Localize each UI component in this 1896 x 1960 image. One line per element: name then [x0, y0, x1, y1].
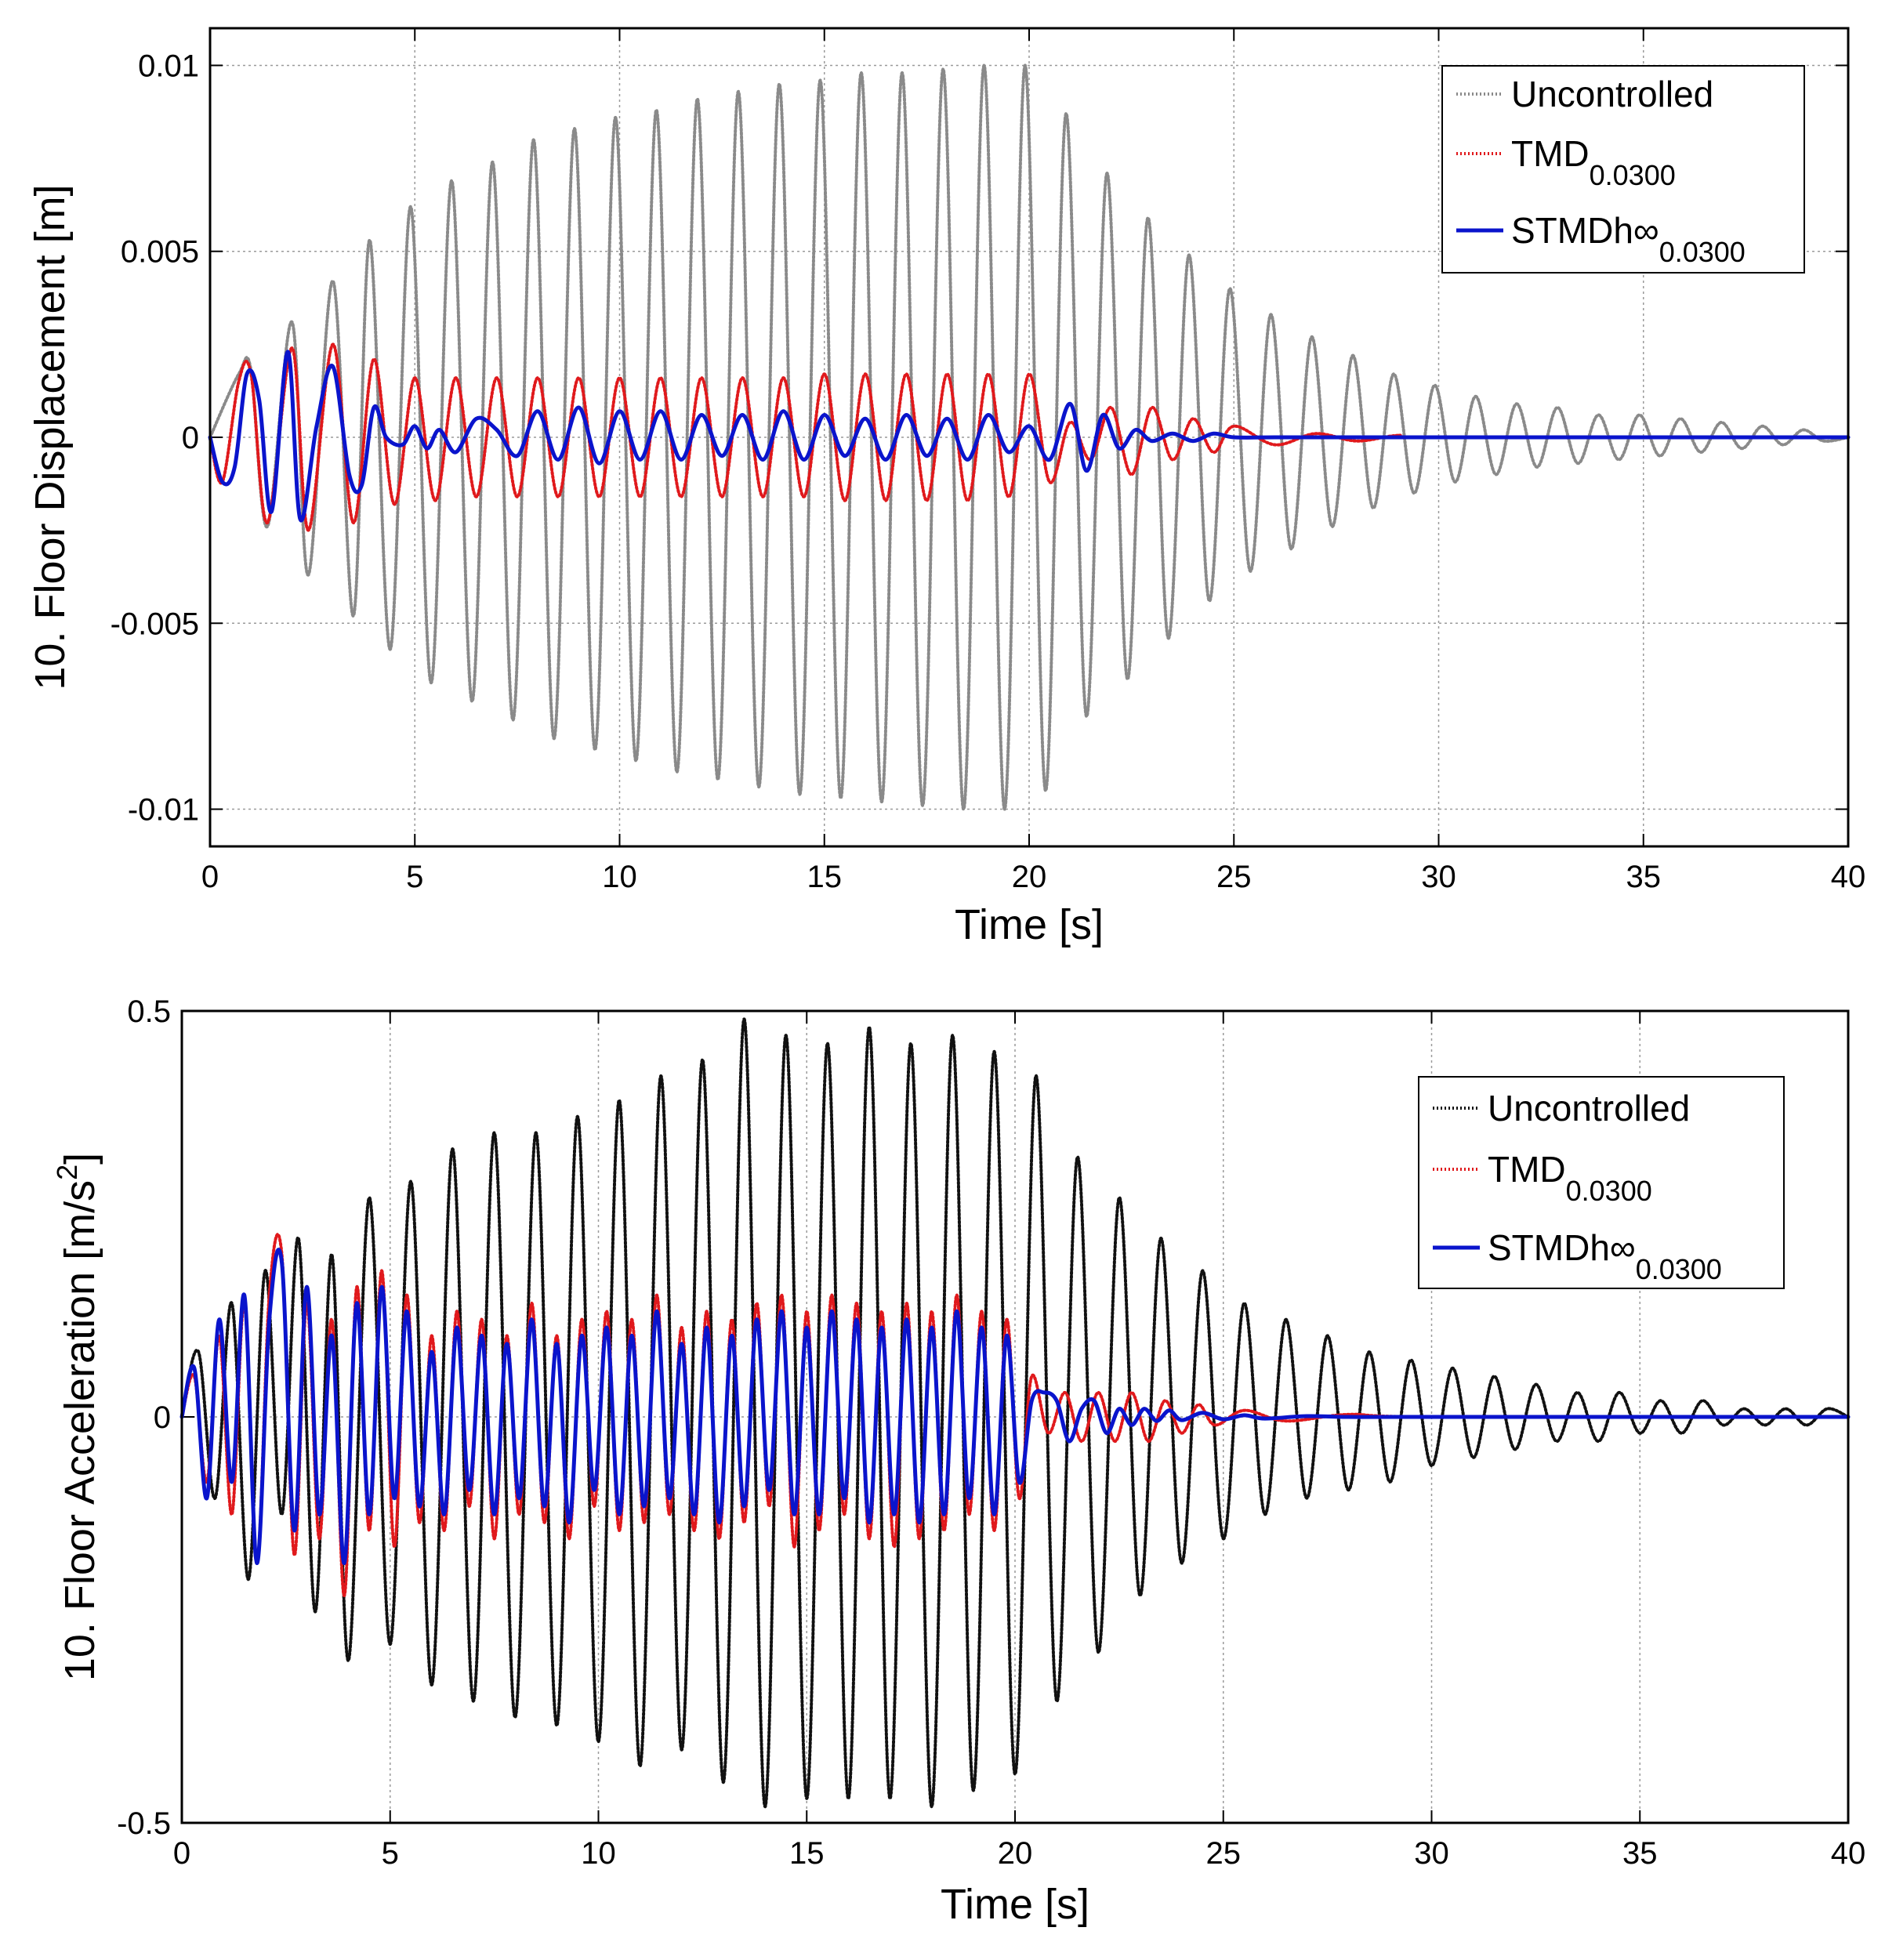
x-tick-label: 40: [1831, 1836, 1866, 1871]
x-tick-label: 30: [1421, 860, 1456, 894]
x-axis-title: Time [s]: [955, 901, 1104, 948]
plot-frame: [180, 1009, 1850, 1824]
legend: Uncontrolled TMD0.0300 STMDh∞0.0300: [1418, 1076, 1785, 1289]
x-tick-label: 10: [581, 1836, 616, 1871]
series-line-uncontrolled: [180, 1017, 1850, 1809]
y-axis-title: 10. Floor Displacement [m]: [27, 184, 74, 690]
y-axis-title-main: 10. Floor Acceleration [m/s: [56, 1180, 103, 1681]
y-tick-label: -0.5: [117, 1806, 171, 1841]
x-axis-title: Time [s]: [941, 1881, 1089, 1928]
x-tick-label: 0: [173, 1836, 190, 1871]
legend-box: [1418, 1076, 1785, 1289]
y-tick-labels: -0.01 -0.005 0 0.005 0.01: [111, 49, 199, 827]
y-tick-label: 0.5: [127, 994, 171, 1029]
y-axis-title-suffix: ]: [56, 1153, 103, 1165]
legend-label-stmd-name: STMDh∞: [1511, 210, 1659, 251]
x-tick-label: 25: [1216, 860, 1252, 894]
grid-lines: [210, 28, 1848, 846]
x-tick-labels: 0 5 10 15 20 25 30 35 40: [173, 1836, 1865, 1871]
x-tick-label: 5: [406, 860, 423, 894]
x-tick-label: 15: [789, 1836, 825, 1871]
legend-label-tmd-name: TMD: [1511, 133, 1590, 174]
legend-label-tmd: TMD0.0300: [1511, 133, 1676, 191]
acceleration-chart: 0 5 10 15 20 25 30 35 40 -0.500.5 Time [s] 10. F…: [51, 994, 1865, 1928]
x-tick-label: 20: [1012, 860, 1047, 894]
data-series: [208, 63, 1851, 811]
series-line-stmd: [208, 350, 1851, 523]
y-tick-labels: -0.5 0 0.5: [117, 994, 171, 1841]
legend-label-uncontrolled: Uncontrolled: [1511, 74, 1713, 114]
x-tick-label: 5: [382, 1836, 399, 1871]
data-series: [179, 1017, 1851, 1809]
legend-box: [1441, 65, 1805, 274]
x-tick-label: 35: [1622, 1836, 1658, 1871]
legend: Uncontrolled TMD0.0300 STMDh∞0.0300: [1441, 65, 1805, 274]
y-tick-label: -0.005: [111, 607, 199, 641]
legend-label-stmd: STMDh∞0.0300: [1488, 1227, 1722, 1285]
y-tick-label: 0: [182, 421, 199, 455]
x-tick-label: 40: [1831, 860, 1866, 894]
y-tick-label: 0.005: [121, 235, 199, 270]
legend-label-tmd-subscript: 0.0300: [1590, 159, 1676, 191]
legend-label-tmd: TMD0.0300: [1488, 1149, 1652, 1207]
y-tick-label: -0.01: [128, 793, 199, 828]
series-line-stmd: [179, 1248, 1851, 1566]
y-tick-label: 0.01: [138, 49, 199, 83]
legend-label-tmd-name: TMD: [1488, 1149, 1566, 1190]
x-tick-label: 25: [1206, 1836, 1242, 1871]
x-tick-label: 30: [1414, 1836, 1449, 1871]
displacement-chart: 0 5 10 15 20 25 30 35 40 -0.01 -0.005 0 0.005 0.01 T…: [27, 27, 1865, 948]
x-tick-label: 10: [602, 860, 637, 894]
legend-label-uncontrolled: Uncontrolled: [1488, 1088, 1690, 1129]
x-tick-label: 15: [807, 860, 843, 894]
series-line-uncontrolled: [208, 63, 1850, 811]
y-axis-title-superscript: 2: [51, 1165, 83, 1180]
legend-label-stmd-name: STMDh∞: [1488, 1227, 1636, 1268]
legend-label-stmd: STMDh∞0.0300: [1511, 210, 1746, 268]
x-tick-label: 0: [201, 860, 219, 894]
legend-label-stmd-subscript: 0.0300: [1636, 1253, 1722, 1285]
y-tick-label: 0: [154, 1400, 171, 1435]
x-tick-label: 20: [998, 1836, 1033, 1871]
x-tick-labels: 0 5 10 15 20 25 30 35 40: [201, 860, 1865, 894]
legend-label-tmd-subscript: 0.0300: [1566, 1175, 1652, 1207]
legend-label-stmd-subscript: 0.0300: [1659, 236, 1746, 268]
y-axis-title: 10. Floor Acceleration [m/s2]: [51, 1153, 103, 1681]
plot-frame: [208, 27, 1850, 848]
x-tick-label: 35: [1626, 860, 1662, 894]
